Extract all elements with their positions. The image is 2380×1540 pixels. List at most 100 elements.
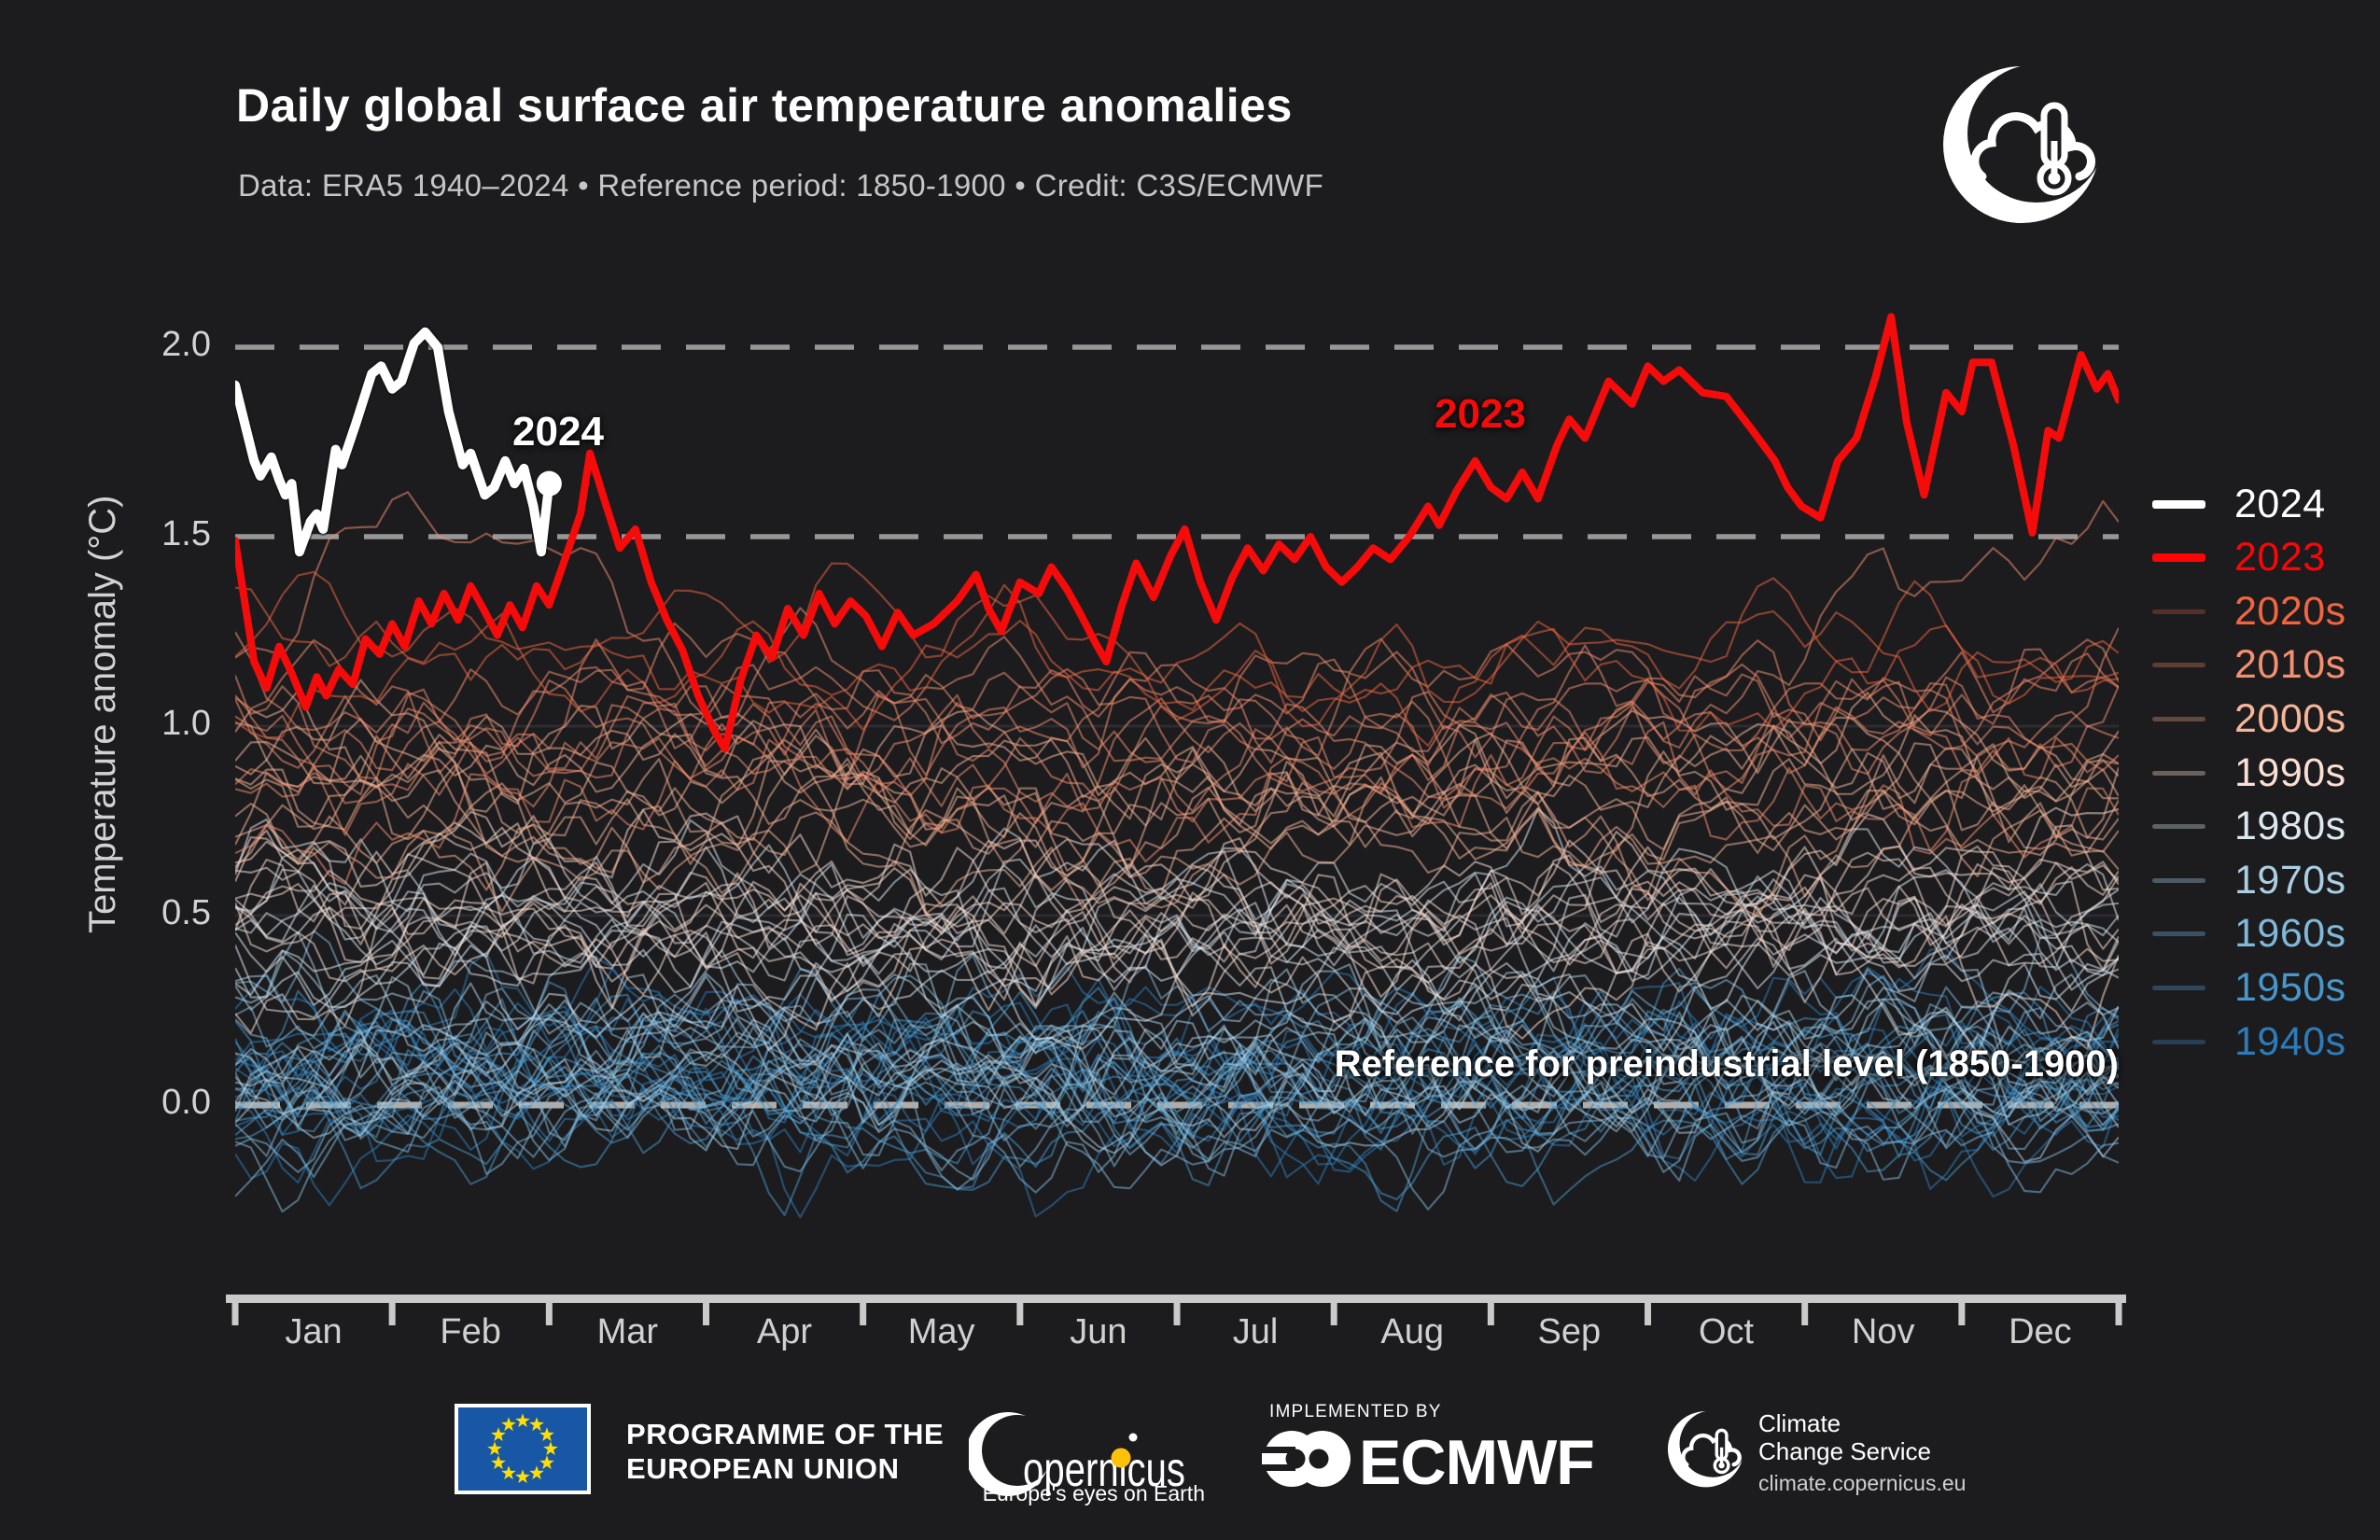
eu-star-icon [491, 1427, 506, 1442]
year-line-1996 [235, 826, 2119, 963]
year-line-2019 [235, 676, 2119, 833]
copernicus-c-icon [969, 1412, 1050, 1496]
xtick-apr: Apr [756, 1312, 813, 1351]
x-axis-tick-6 [1173, 1301, 1181, 1325]
year-line-1975 [235, 1014, 2119, 1152]
legend-item-1950s: 1950s [2152, 961, 2346, 1014]
year-line-1990 [235, 829, 2119, 1003]
eu-programme-line2: EUROPEAN UNION [626, 1452, 900, 1485]
x-axis-tick-0 [231, 1301, 239, 1325]
eu-star-icon [539, 1427, 554, 1442]
x-axis-tick-7 [1330, 1301, 1337, 1325]
year-line-2000 [235, 769, 2119, 917]
eu-star-icon [539, 1455, 554, 1470]
xtick-jun: Jun [1070, 1312, 1127, 1351]
year-line-1982 [235, 870, 2119, 1032]
year-line-2017 [235, 607, 2119, 772]
page-title: Daily global surface air temperature ano… [236, 79, 1293, 132]
series-2023 [235, 313, 2119, 753]
eu-star-icon [529, 1465, 544, 1480]
eu-programme-line1: PROGRAMME OF THE [626, 1418, 945, 1450]
legend-item-2023: 2023 [2152, 532, 2326, 584]
year-line-2016 [235, 491, 2119, 792]
x-axis-tick-10 [1801, 1301, 1809, 1325]
year-line-2021 [235, 619, 2119, 739]
c3s-url: climate.copernicus.eu [1758, 1471, 1967, 1495]
x-axis-tick-3 [703, 1301, 710, 1325]
legend-swatch-2020s [2152, 609, 2205, 614]
x-axis-tick-1 [388, 1301, 396, 1325]
year-line-2011 [235, 638, 2119, 800]
year-line-2001 [235, 748, 2119, 913]
x-axis-tick-2 [545, 1301, 553, 1325]
eu-star-icon [543, 1441, 558, 1456]
decade-lines-1970s [235, 931, 2119, 1167]
eu-star-icon [529, 1417, 544, 1432]
year-line-1978 [235, 948, 2119, 1097]
copernicus-orbit-dot-icon [1111, 1448, 1131, 1468]
year-line-1988 [235, 807, 2119, 975]
copernicus-tagline: Europe's eyes on Earth [983, 1481, 1205, 1505]
year-line-2009 [235, 691, 2119, 807]
implemented-by-text: IMPLEMENTED BY [1269, 1402, 1442, 1421]
xtick-nov: Nov [1851, 1312, 1915, 1351]
legend-item-1960s: 1960s [2152, 908, 2346, 960]
legend-swatch-2024 [2152, 499, 2205, 509]
eu-star-icon [491, 1455, 506, 1470]
ytick-1.0: 1.0 [161, 704, 211, 743]
page-subtitle: Data: ERA5 1940–2024 • Reference period:… [238, 168, 1324, 203]
x-axis-bar [226, 1295, 2126, 1303]
x-axis-tick-8 [1487, 1301, 1494, 1325]
legend-label-2023: 2023 [2234, 535, 2326, 581]
legend-label-1970s: 1970s [2234, 857, 2346, 903]
year-line-1973 [235, 1016, 2119, 1155]
year-line-1966 [235, 954, 2119, 1141]
year-line-1968 [235, 1014, 2119, 1172]
year-line-1969 [235, 964, 2119, 1101]
year-line-2020 [235, 562, 2119, 728]
year-line-1992 [235, 891, 2119, 1050]
eu-star-icon [487, 1441, 502, 1456]
year-line-2013 [235, 669, 2119, 813]
ecmwf-logo-icon [1262, 1424, 1351, 1493]
year-line-1964 [235, 1012, 2119, 1161]
xtick-jul: Jul [1232, 1312, 1279, 1351]
x-axis-tick-5 [1016, 1301, 1024, 1325]
series-2024-end-dot [536, 470, 562, 497]
legend-item-2000s: 2000s [2152, 693, 2346, 745]
legend-item-2024: 2024 [2152, 478, 2326, 530]
legend-item-2010s: 2010s [2152, 639, 2346, 692]
xtick-dec: Dec [2009, 1312, 2072, 1351]
copernicus-wordmark: opernicus [1023, 1443, 1185, 1497]
legend-swatch-1960s [2152, 931, 2205, 937]
year-line-1959 [235, 987, 2119, 1155]
legend-label-2000s: 2000s [2234, 695, 2346, 741]
x-axis-tick-12 [2115, 1301, 2122, 1325]
decade-lines-1960s [235, 930, 2119, 1213]
legend-label-1940s: 1940s [2234, 1018, 2346, 1064]
x-axis-tick-9 [1645, 1301, 1652, 1325]
year-line-1965 [235, 1034, 2119, 1194]
decade-lines-1990s [235, 806, 2119, 1050]
year-line-2006 [235, 705, 2119, 870]
ecmwf-wordmark: ECMWF [1359, 1427, 1595, 1498]
plot-area [235, 313, 2119, 1219]
eu-star-icon [501, 1465, 516, 1480]
legend-swatch-1970s [2152, 877, 2205, 883]
legend-item-1980s: 1980s [2152, 801, 2346, 853]
year-line-1997 [235, 806, 2119, 1017]
ytick-1.5: 1.5 [161, 514, 211, 553]
year-line-1967 [235, 930, 2119, 1113]
year-line-1963 [235, 1034, 2119, 1197]
year-line-2004 [235, 732, 2119, 895]
eu-flag-icon [455, 1404, 591, 1494]
legend-label-1950s: 1950s [2234, 964, 2346, 1010]
x-axis-tick-4 [860, 1301, 867, 1325]
decade-lines-2020s [235, 562, 2119, 748]
legend-item-1940s: 1940s [2152, 1015, 2346, 1068]
year-line-2008 [235, 738, 2119, 896]
eu-programme-text: PROGRAMME OF THE EUROPEAN UNION [626, 1417, 944, 1486]
legend-swatch-1980s [2152, 824, 2205, 830]
year-line-2010 [235, 731, 2119, 886]
